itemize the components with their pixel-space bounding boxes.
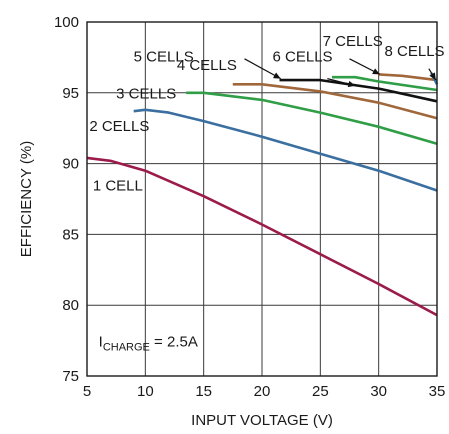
series-label-4: 4 CELLS bbox=[177, 57, 237, 74]
plot-frame bbox=[86, 21, 438, 377]
annotation-subscript: CHARGE bbox=[103, 341, 150, 353]
series-label-8: 8 CELLS bbox=[385, 43, 445, 60]
x-tick-labels: 5 10 15 20 25 30 35 bbox=[83, 383, 446, 400]
series-line-4 bbox=[232, 83, 438, 120]
y-tick-label: 95 bbox=[62, 85, 79, 102]
y-tick-label: 85 bbox=[62, 226, 79, 243]
x-tick-label: 15 bbox=[195, 383, 212, 400]
x-axis-label: INPUT VOLTAGE (V) bbox=[191, 412, 333, 429]
y-tick-label: 90 bbox=[62, 156, 79, 173]
series-label-7: 7 CELLS bbox=[323, 33, 383, 50]
annotation-suffix: = 2.5A bbox=[150, 333, 198, 350]
x-tick-label: 35 bbox=[429, 383, 446, 400]
label-arrowhead bbox=[372, 68, 380, 75]
series-line-6 bbox=[332, 75, 438, 92]
y-tick-label: 80 bbox=[62, 297, 79, 314]
x-tick-label: 30 bbox=[370, 383, 387, 400]
y-axis-label: EFFICIENCY (%) bbox=[18, 141, 35, 257]
series-label-6: 6 CELLS bbox=[273, 49, 333, 66]
series-line-1 bbox=[86, 156, 438, 317]
series-label-2: 2 CELLS bbox=[89, 118, 149, 135]
x-tick-label: 20 bbox=[254, 383, 271, 400]
series-label-5: 5 CELLS bbox=[134, 49, 194, 66]
x-tick-label: 5 bbox=[83, 383, 91, 400]
charge-current-annotation: ICHARGE = 2.5A bbox=[99, 333, 198, 353]
x-tick-label: 25 bbox=[312, 383, 329, 400]
series-label-3: 3 CELLS bbox=[116, 85, 176, 102]
y-tick-labels: 75 80 85 90 95 100 bbox=[54, 14, 79, 385]
annotation-prefix: I bbox=[99, 333, 103, 350]
label-arrowhead bbox=[347, 80, 356, 88]
label-arrowhead bbox=[272, 72, 281, 79]
x-tick-label: 10 bbox=[137, 383, 154, 400]
y-tick-label: 100 bbox=[54, 14, 79, 31]
series-line-2 bbox=[133, 108, 438, 192]
label-arrowhead bbox=[429, 72, 436, 81]
series-line-3 bbox=[186, 91, 438, 146]
y-tick-label: 75 bbox=[62, 368, 79, 385]
series-line-7 bbox=[378, 73, 438, 82]
series-label-1: 1 CELL bbox=[93, 178, 143, 195]
